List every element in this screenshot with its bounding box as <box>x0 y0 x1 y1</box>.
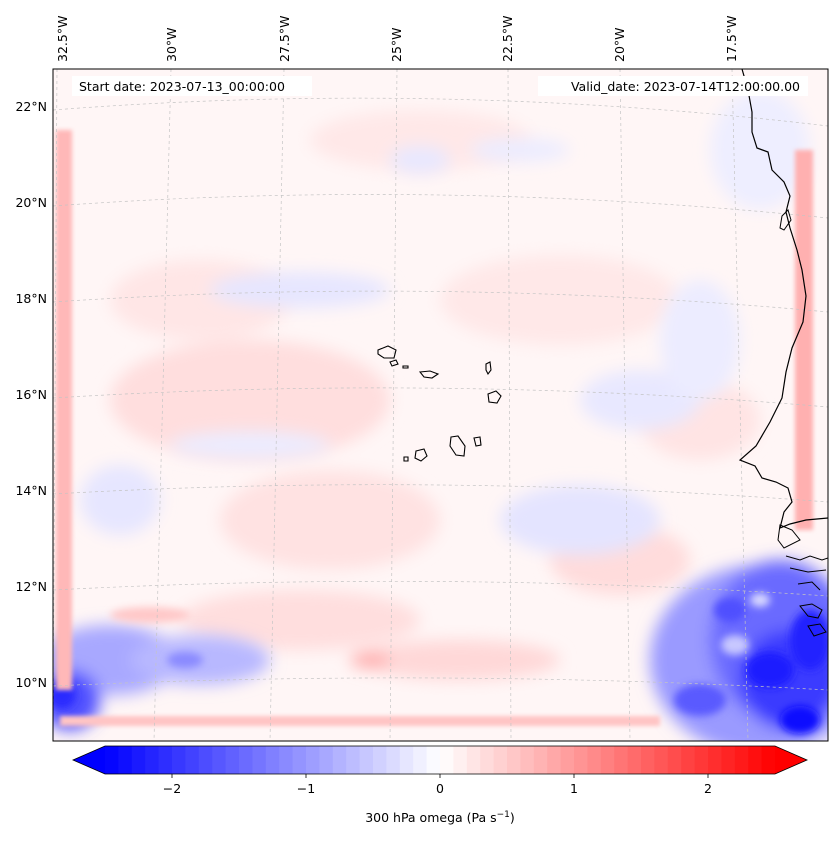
colorbar-level-band <box>547 746 561 774</box>
negative-region-sw <box>53 625 270 730</box>
colorbar-level-band <box>118 746 133 774</box>
colorbar-label: 300 hPa omega (Pa s−1) <box>365 810 515 825</box>
colorbar-level-band <box>654 746 669 774</box>
colorbar-level-band <box>158 746 173 774</box>
colorbar-level-band <box>105 746 119 774</box>
lon-tick-label: 20°W <box>612 27 627 62</box>
colorbar-level-band <box>131 746 146 774</box>
start-date-box <box>72 76 312 96</box>
colorbar-level-band <box>265 746 280 774</box>
colorbar-level-band <box>346 746 360 774</box>
colorbar-level-band <box>560 746 575 774</box>
lon-tick-label: 30°W <box>164 27 179 62</box>
colorbar-level-band <box>507 746 521 774</box>
colorbar-level-band <box>172 746 186 774</box>
edge-band <box>56 130 813 726</box>
negative-omega-areas <box>80 90 810 555</box>
lat-tick-label: 10°N <box>15 675 47 690</box>
colorbar-level-band <box>440 746 454 774</box>
colorbar-level-band <box>145 746 159 774</box>
lon-tick-label: 22.5°W <box>500 16 515 62</box>
colorbar-level-band <box>627 746 642 774</box>
lon-tick-label: 27.5°W <box>277 16 292 62</box>
valid-date-label: Valid_date: 2023-07-14T12:00:00.00 <box>571 79 800 94</box>
colorbar: −2 −1 0 1 2 300 hPa omega (Pa s−1) <box>72 745 808 825</box>
colorbar-level-band <box>748 746 762 774</box>
lon-tick-label: 25°W <box>389 27 404 62</box>
colorbar-level-band <box>480 746 494 774</box>
lat-tick-label: 20°N <box>15 195 47 210</box>
colorbar-level-band <box>426 746 441 774</box>
colorbar-level-band <box>225 746 240 774</box>
colorbar-level-band <box>574 746 588 774</box>
lon-tick-label: 32.5°W <box>55 16 70 62</box>
colorbar-level-band <box>600 746 615 774</box>
colorbar-level-band <box>520 746 535 774</box>
colorbar-level-band <box>332 746 347 774</box>
colorbar-level-band <box>413 746 427 774</box>
colorbar-extend-max <box>775 746 807 774</box>
lat-tick-label: 12°N <box>15 579 47 594</box>
colorbar-level-band <box>399 746 414 774</box>
colorbar-level-band <box>533 746 548 774</box>
start-date-label: Start date: 2023-07-13_00:00:00 <box>79 79 285 94</box>
colorbar-level-band <box>694 746 709 774</box>
valid-date-box <box>538 76 808 96</box>
colorbar-level-band <box>761 746 776 774</box>
lon-tick-label: 17.5°W <box>724 16 739 62</box>
lat-tick-label: 16°N <box>15 387 47 402</box>
colorbar-extend-min <box>73 746 105 774</box>
colorbar-level-band <box>279 746 293 774</box>
colorbar-level-band <box>708 746 722 774</box>
colorbar-level-band <box>721 746 736 774</box>
lat-tick-label: 22°N <box>15 99 47 114</box>
colorbar-level-band <box>212 746 226 774</box>
colorbar-levels <box>105 746 776 774</box>
colorbar-level-band <box>493 746 508 774</box>
colorbar-level-band <box>373 746 387 774</box>
colorbar-tick-label: 1 <box>570 781 578 796</box>
cape-verde-islands <box>377 345 502 462</box>
colorbar-level-band <box>292 746 307 774</box>
colorbar-tick-label: 0 <box>436 781 444 796</box>
lat-tick-label: 18°N <box>15 291 47 306</box>
colorbar-tick-label: 2 <box>704 781 712 796</box>
colorbar-tick-label: −2 <box>163 781 181 796</box>
colorbar-level-band <box>681 746 695 774</box>
colorbar-level-band <box>614 746 628 774</box>
colorbar-level-band <box>319 746 334 774</box>
colorbar-level-band <box>198 746 213 774</box>
colorbar-tick-label: −1 <box>297 781 315 796</box>
map-frame <box>52 68 829 742</box>
colorbar-level-band <box>641 746 655 774</box>
graticule <box>53 69 828 741</box>
colorbar-level-band <box>453 746 468 774</box>
colorbar-level-band <box>252 746 267 774</box>
colorbar-level-band <box>306 746 320 774</box>
omega-field <box>53 69 828 741</box>
colorbar-level-band <box>466 746 481 774</box>
colorbar-level-band <box>386 746 401 774</box>
colorbar-level-band <box>239 746 253 774</box>
lat-tick-label: 14°N <box>15 483 47 498</box>
coastline-africa <box>738 69 828 529</box>
colorbar-level-band <box>667 746 682 774</box>
colorbar-level-band <box>185 746 200 774</box>
colorbar-level-band <box>359 746 374 774</box>
colorbar-ticks: −2 −1 0 1 2 <box>163 774 712 796</box>
colorbar-level-band <box>734 746 749 774</box>
colorbar-level-band <box>587 746 602 774</box>
colorbar-outline <box>72 745 808 775</box>
